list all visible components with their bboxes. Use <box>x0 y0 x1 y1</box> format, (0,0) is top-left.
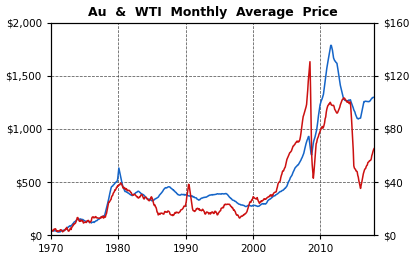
Title: Au  &  WTI  Monthly  Average  Price: Au & WTI Monthly Average Price <box>88 5 337 18</box>
